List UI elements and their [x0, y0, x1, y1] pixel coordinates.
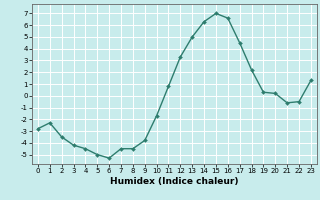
X-axis label: Humidex (Indice chaleur): Humidex (Indice chaleur) [110, 177, 239, 186]
